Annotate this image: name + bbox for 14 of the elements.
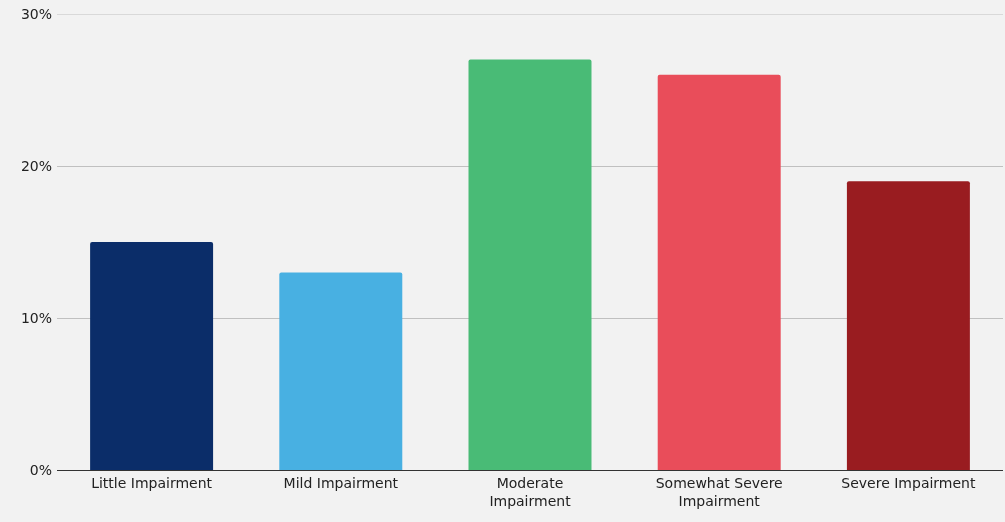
y-tick-label: 20%	[20, 157, 52, 174]
bar	[279, 272, 403, 470]
x-tick-label: Severe Impairment	[841, 474, 976, 491]
x-tick-label: Moderate Impairment	[489, 474, 572, 509]
bar	[90, 242, 214, 470]
y-tick-label: 0%	[29, 461, 52, 478]
bar	[468, 59, 592, 470]
bar	[657, 74, 781, 470]
bar	[846, 181, 970, 470]
x-tick-label: Somewhat Severe Impairment	[655, 474, 783, 509]
y-tick-label: 10%	[20, 309, 52, 326]
y-tick-label: 30%	[20, 5, 52, 22]
x-tick-label: Mild Impairment	[283, 474, 399, 491]
x-tick-label: Little Impairment	[91, 474, 213, 491]
